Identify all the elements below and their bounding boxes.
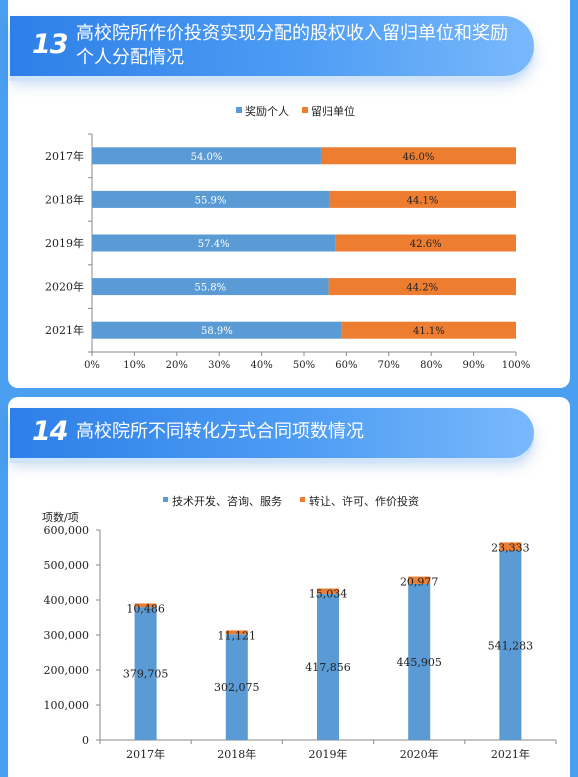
category-label: 2018年 — [217, 747, 256, 761]
bar-segment — [317, 588, 339, 594]
data-label: 58.9% — [201, 326, 233, 337]
section-14-panel — [8, 397, 570, 777]
x-tick-label: 60% — [335, 360, 357, 371]
category-label: 2018年 — [45, 192, 84, 206]
category-label: 2020年 — [400, 747, 439, 761]
section-14-number: 14 — [32, 416, 69, 447]
y-axis-title: 项数/项 — [42, 511, 79, 524]
y-tick-label: 200,000 — [44, 664, 90, 677]
bar-segment — [335, 234, 516, 252]
legend-swatch-1 — [163, 497, 168, 502]
legend-swatch-2 — [302, 107, 308, 113]
bar-segment — [92, 278, 329, 296]
bar-segment — [317, 593, 339, 740]
y-tick-label: 600,000 — [44, 524, 90, 537]
bar-segment — [92, 147, 321, 165]
category-label: 2017年 — [45, 149, 84, 163]
data-label: 20,977 — [400, 576, 439, 589]
y-tick-label: 300,000 — [44, 629, 90, 642]
x-tick-label: 50% — [293, 360, 315, 371]
data-label: 379,705 — [123, 668, 169, 681]
bar-segment — [328, 278, 516, 296]
legend-label-1: 奖励个人 — [245, 104, 289, 118]
data-label: 44.1% — [407, 195, 439, 206]
legend-swatch-1 — [236, 107, 242, 113]
x-tick-label: 40% — [250, 360, 272, 371]
x-tick-label: 80% — [420, 360, 442, 371]
bar-segment — [499, 550, 522, 740]
section-14-title: 高校院所不同转化方式合同项数情况 — [76, 421, 364, 442]
y-tick-label: 400,000 — [44, 594, 90, 607]
bar-segment — [329, 190, 516, 208]
x-tick-label: 20% — [166, 360, 188, 371]
x-tick-label: 100% — [502, 360, 531, 371]
section-13-title: 高校院所作价投资实现分配的股权收入留归单位和奖励个人分配情况 — [76, 23, 508, 68]
category-label: 2019年 — [309, 747, 348, 761]
data-label: 23,333 — [491, 541, 530, 554]
distribution-ratio-chart: 奖励个人 留归单位 0% 10% 20% 30% 40% 50% 60% 70% 80% 90% 100… — [45, 104, 531, 371]
x-tick-label: 30% — [208, 360, 230, 371]
data-label: 44.2% — [406, 283, 438, 294]
data-label: 15,034 — [309, 587, 348, 600]
bar-segment — [225, 630, 248, 635]
bar-segment — [134, 607, 157, 740]
bar-segment — [134, 603, 157, 608]
data-label: 417,856 — [305, 661, 351, 674]
x-tick-label: 0% — [84, 360, 100, 371]
data-label: 445,905 — [396, 656, 442, 669]
category-label: 2017年 — [126, 747, 165, 761]
x-tick-label: 10% — [123, 360, 145, 371]
bar-segment — [92, 190, 330, 208]
bar-segment — [92, 321, 342, 339]
data-label: 302,075 — [214, 681, 260, 694]
y-tick-label: 500,000 — [44, 559, 90, 572]
data-label: 55.9% — [195, 195, 227, 206]
y-tick-label: 100,000 — [44, 699, 90, 712]
bar-segment — [499, 542, 522, 551]
section-13-banner: 13 高校院所作价投资实现分配的股权收入留归单位和奖励个人分配情况 — [10, 16, 534, 76]
data-label: 10,486 — [126, 602, 165, 615]
section-13-number: 13 — [32, 29, 69, 60]
data-label: 46.0% — [403, 152, 435, 163]
category-label: 2021年 — [491, 747, 530, 761]
legend-swatch-2 — [300, 497, 305, 502]
data-label: 41.1% — [413, 326, 445, 337]
legend-label-1: 技术开发、咨询、服务 — [172, 494, 282, 508]
bar-segment — [408, 576, 431, 584]
x-tick-label: 90% — [462, 360, 484, 371]
bar-segment — [341, 321, 516, 339]
y-tick-label: 0 — [82, 734, 89, 747]
category-label: 2020年 — [45, 280, 84, 294]
legend-label-2: 转让、许可、作价投资 — [309, 494, 419, 508]
data-label: 55.8% — [194, 283, 226, 294]
data-label: 54.0% — [191, 152, 223, 163]
data-label: 11,121 — [218, 629, 257, 642]
bar-segment — [408, 583, 431, 740]
data-label: 42.6% — [410, 239, 442, 250]
data-label: 541,283 — [488, 639, 534, 652]
data-label: 57.4% — [198, 239, 230, 250]
legend-label-2: 留归单位 — [311, 104, 355, 118]
bar-segment — [225, 634, 248, 740]
bar-segment — [92, 234, 336, 252]
x-tick-label: 70% — [378, 360, 400, 371]
category-label: 2021年 — [45, 323, 84, 337]
bar-segment — [320, 147, 516, 165]
section-14-banner: 14 高校院所不同转化方式合同项数情况 — [10, 408, 534, 458]
category-label: 2019年 — [45, 236, 84, 250]
